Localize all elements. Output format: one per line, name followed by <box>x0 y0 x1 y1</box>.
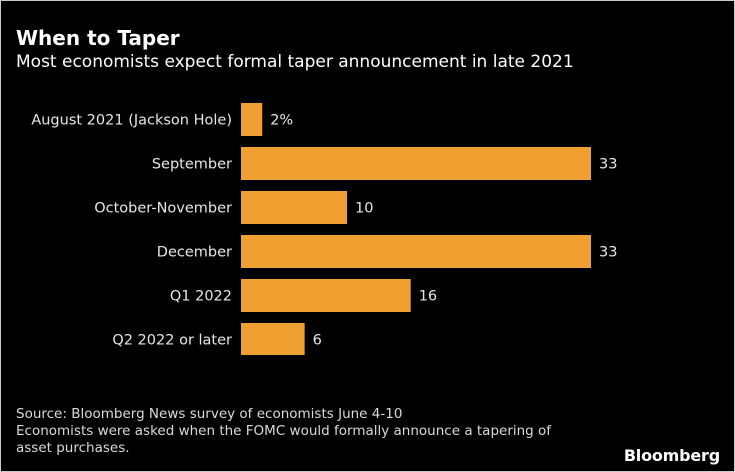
category-label: October-November <box>94 201 232 217</box>
chart-subtitle: Most economists expect formal taper anno… <box>16 52 574 72</box>
category-label: December <box>157 245 232 261</box>
source-note: Source: Bloomberg News survey of economi… <box>16 406 616 457</box>
bloomberg-logo: Bloomberg <box>623 446 720 465</box>
bar <box>241 191 348 224</box>
value-label: 16 <box>419 289 437 305</box>
category-label: September <box>152 157 232 173</box>
bar-chart: August 2021 (Jackson Hole) 2% September 33 O… <box>31 103 617 355</box>
source-line: Source: Bloomberg News survey of economi… <box>16 406 403 422</box>
bar <box>241 103 263 136</box>
value-label: 10 <box>355 201 373 217</box>
bar <box>241 235 591 268</box>
category-label: August 2021 (Jackson Hole) <box>31 113 232 129</box>
source-line: asset purchases. <box>16 440 130 456</box>
bar <box>241 279 411 312</box>
bar <box>241 323 305 355</box>
value-label: 33 <box>599 157 617 173</box>
category-label: Q2 2022 or later <box>112 333 232 349</box>
value-label: 33 <box>599 245 617 261</box>
bar <box>241 147 591 180</box>
value-label: 6 <box>313 333 322 349</box>
value-label: 2% <box>270 113 293 129</box>
chart-title: When to Taper <box>16 26 180 50</box>
source-line: Economists were asked when the FOMC woul… <box>16 423 552 439</box>
category-label: Q1 2022 <box>170 289 232 305</box>
